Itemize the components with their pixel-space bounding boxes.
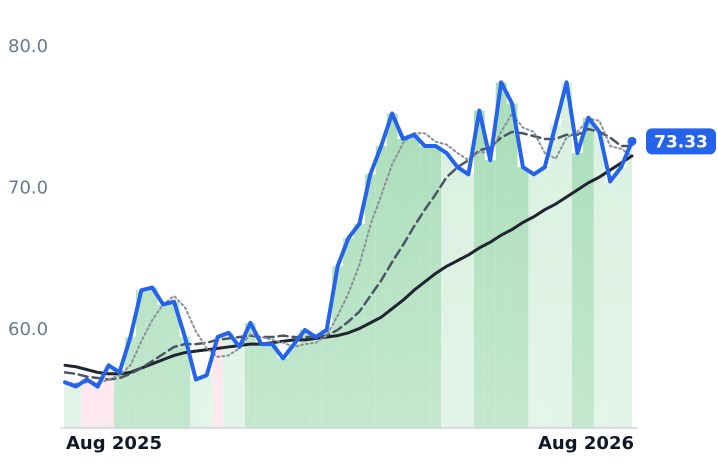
series-line [64, 112, 633, 385]
x-tick-label: Aug 2026 [538, 433, 634, 454]
last-point [627, 136, 637, 146]
y-tick-label: 80.0 [8, 36, 48, 57]
lines [63, 80, 634, 389]
y-tick-label: 70.0 [8, 177, 48, 198]
last-value-label: 73.33 [654, 132, 708, 152]
last-value-pill [646, 128, 716, 155]
series-line [63, 80, 634, 389]
series-line [63, 127, 634, 381]
x-tick-label: Aug 2025 [66, 433, 162, 454]
series-line [63, 154, 634, 376]
y-tick-label: 60.0 [8, 319, 48, 340]
